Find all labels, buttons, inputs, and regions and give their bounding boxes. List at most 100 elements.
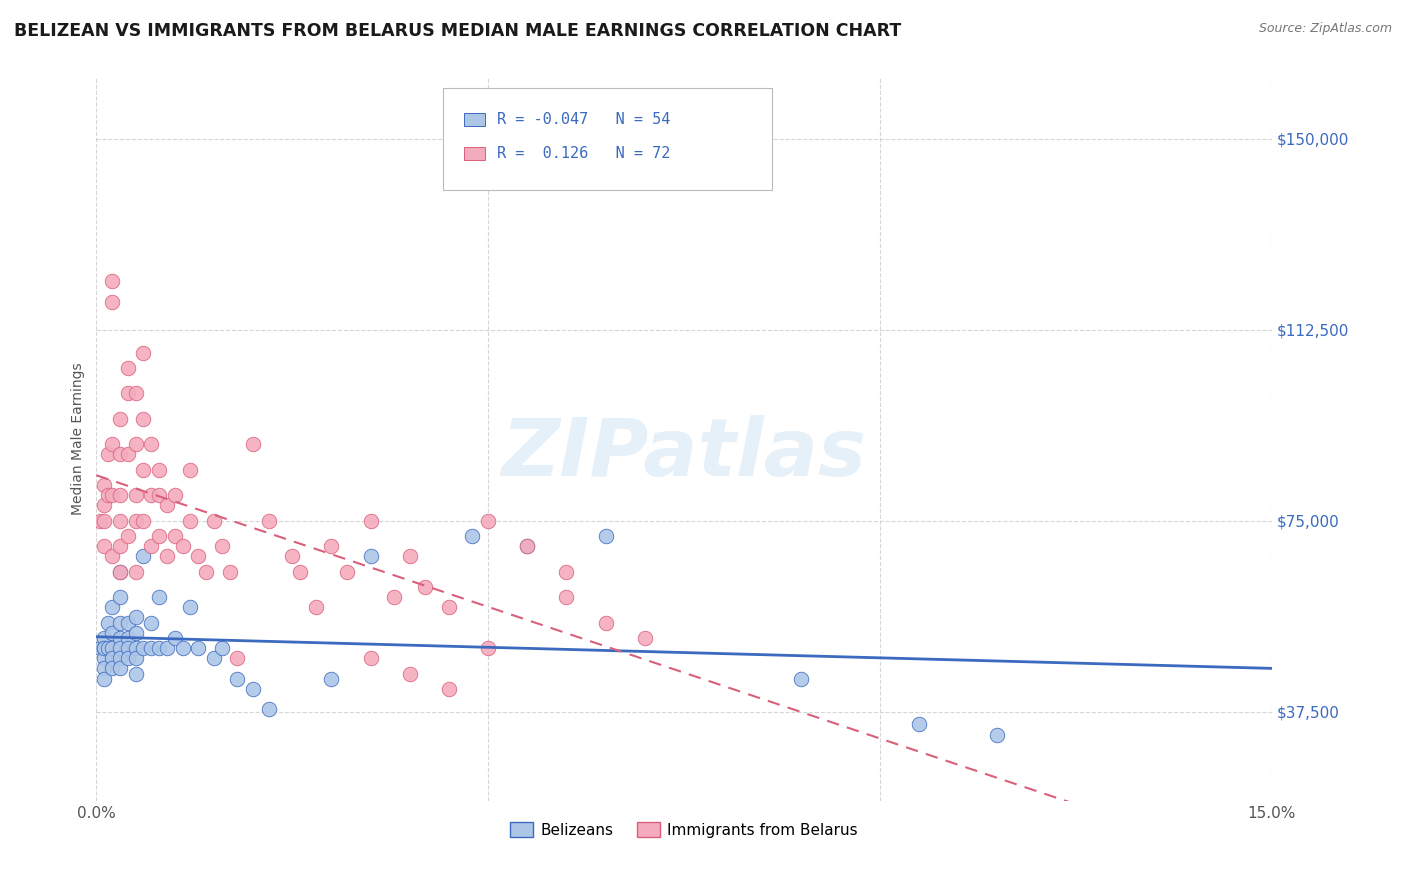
Point [93, 661, 115, 675]
Point [321, 672, 343, 686]
Point [437, 681, 460, 696]
Point [93, 539, 115, 553]
Point [516, 539, 538, 553]
Point [93, 651, 115, 665]
Point [108, 615, 131, 630]
Point [218, 565, 240, 579]
Point [108, 565, 131, 579]
Point [477, 641, 499, 656]
Point [117, 641, 139, 656]
Text: ZIPatlas: ZIPatlas [502, 415, 866, 492]
Point [132, 411, 155, 425]
Point [226, 651, 249, 665]
Point [124, 565, 146, 579]
Point [117, 360, 139, 375]
Point [555, 590, 578, 604]
Point [163, 631, 186, 645]
Point [132, 549, 155, 564]
Point [172, 641, 194, 656]
Point [97, 488, 120, 502]
Point [288, 565, 311, 579]
Point [108, 411, 131, 425]
Point [187, 549, 209, 564]
Point [108, 488, 131, 502]
Point [195, 565, 218, 579]
Point [132, 514, 155, 528]
Point [108, 631, 131, 645]
Point [595, 529, 617, 543]
Point [202, 514, 225, 528]
Legend: Belizeans, Immigrants from Belarus: Belizeans, Immigrants from Belarus [503, 815, 863, 844]
Point [101, 488, 124, 502]
Point [117, 386, 139, 401]
Point [117, 651, 139, 665]
Point [477, 514, 499, 528]
Point [360, 549, 382, 564]
Point [148, 590, 170, 604]
Point [101, 625, 124, 640]
Point [156, 549, 179, 564]
Point [141, 437, 163, 451]
Point [101, 651, 124, 665]
Point [108, 661, 131, 675]
Point [202, 651, 225, 665]
Point [163, 529, 186, 543]
FancyBboxPatch shape [464, 147, 485, 160]
Point [360, 651, 382, 665]
Point [398, 666, 420, 681]
Point [242, 437, 264, 451]
Point [360, 514, 382, 528]
Point [117, 447, 139, 461]
Point [336, 565, 359, 579]
Point [148, 463, 170, 477]
Point [187, 641, 209, 656]
Text: R = -0.047   N = 54: R = -0.047 N = 54 [498, 112, 671, 127]
Point [117, 631, 139, 645]
Point [226, 672, 249, 686]
Point [108, 447, 131, 461]
Point [108, 590, 131, 604]
Point [179, 463, 201, 477]
Point [97, 615, 120, 630]
Point [93, 631, 115, 645]
Point [595, 615, 617, 630]
Point [986, 728, 1008, 742]
Point [108, 539, 131, 553]
Point [141, 615, 163, 630]
Point [97, 641, 120, 656]
Point [124, 666, 146, 681]
Point [156, 499, 179, 513]
FancyBboxPatch shape [464, 113, 485, 126]
Point [132, 641, 155, 656]
Point [516, 539, 538, 553]
Point [148, 529, 170, 543]
Point [101, 437, 124, 451]
Point [101, 549, 124, 564]
Point [101, 294, 124, 309]
Point [398, 549, 420, 564]
Point [93, 641, 115, 656]
Point [141, 488, 163, 502]
Point [437, 600, 460, 615]
Point [93, 499, 115, 513]
Y-axis label: Median Male Earnings: Median Male Earnings [72, 363, 86, 516]
Point [156, 641, 179, 656]
Point [124, 610, 146, 624]
Point [101, 274, 124, 288]
Point [117, 529, 139, 543]
Point [148, 641, 170, 656]
Point [179, 514, 201, 528]
Point [305, 600, 328, 615]
Point [172, 539, 194, 553]
Point [93, 514, 115, 528]
Point [257, 702, 280, 716]
Point [321, 539, 343, 553]
Point [124, 437, 146, 451]
Point [148, 488, 170, 502]
Point [163, 488, 186, 502]
Point [117, 615, 139, 630]
Point [790, 672, 813, 686]
Point [108, 641, 131, 656]
Point [97, 447, 120, 461]
FancyBboxPatch shape [443, 88, 772, 190]
